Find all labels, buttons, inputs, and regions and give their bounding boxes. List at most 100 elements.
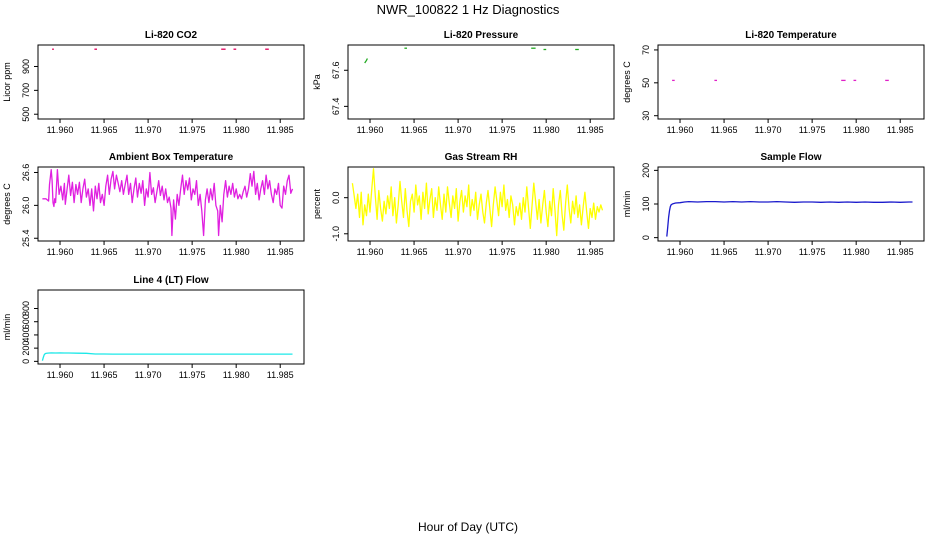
series-line xyxy=(42,169,294,237)
x-tick-label: 11.980 xyxy=(223,247,250,257)
y-axis-label: Licor ppm xyxy=(2,62,12,102)
x-tick-label: 11.970 xyxy=(135,125,162,135)
y-tick-label: 0.0 xyxy=(331,191,341,204)
plot-frame xyxy=(37,44,305,120)
x-tick-label: 11.960 xyxy=(667,125,694,135)
plot-frame xyxy=(37,289,305,365)
x-tick-label: 11.975 xyxy=(179,247,206,257)
x-tick-label: 11.980 xyxy=(843,125,870,135)
x-tick-label: 11.960 xyxy=(47,247,74,257)
x-tick-label: 11.985 xyxy=(267,370,294,380)
data-segment xyxy=(364,58,368,64)
panels: Li-820 CO2 Licor ppm 11.960 11.965 11.970 11.… xyxy=(2,30,925,380)
y-tick-label: 70 xyxy=(641,45,651,55)
plot-frame xyxy=(347,166,615,242)
y-tick-label: 700 xyxy=(21,83,31,98)
y-tick-label: 100 xyxy=(641,196,651,211)
series-line xyxy=(41,352,293,361)
x-tick-label: 11.965 xyxy=(401,247,428,257)
y-tick-label: 50 xyxy=(641,78,651,88)
x-tick-label: 11.960 xyxy=(357,247,384,257)
x-tick-label: 11.965 xyxy=(91,125,118,135)
y-axis-label: ml/min xyxy=(2,314,12,341)
x-tick-label: 11.980 xyxy=(223,125,250,135)
x-tick-label: 11.980 xyxy=(533,247,560,257)
y-tick-label: 25.4 xyxy=(21,229,31,247)
panel-title: Line 4 (LT) Flow xyxy=(133,275,209,286)
x-tick-label: 11.970 xyxy=(755,247,782,257)
x-tick-label: 11.970 xyxy=(445,125,472,135)
y-tick-label: 67.4 xyxy=(331,98,341,116)
x-tick-label: 11.960 xyxy=(357,125,384,135)
panel-title: Gas Stream RH xyxy=(445,152,518,163)
figure-xlabel: Hour of Day (UTC) xyxy=(418,520,518,534)
x-tick-label: 11.975 xyxy=(799,247,826,257)
x-tick-label: 11.970 xyxy=(135,247,162,257)
chart-panel: Line 4 (LT) Flow ml/min 11.960 11.965 11.970… xyxy=(2,275,305,380)
chart-panel: Li-820 CO2 Licor ppm 11.960 11.965 11.970 11.… xyxy=(2,30,305,135)
x-tick-label: 11.985 xyxy=(577,247,604,257)
panel-title: Li-820 CO2 xyxy=(145,30,198,41)
x-tick-label: 11.975 xyxy=(179,125,206,135)
chart-panel: Li-820 Temperature degrees C 11.960 11.965 1… xyxy=(622,30,925,135)
y-axis-label: degrees C xyxy=(622,61,632,103)
y-axis-label: percent xyxy=(312,188,322,219)
y-axis-label: ml/min xyxy=(622,191,632,218)
x-tick-label: 11.975 xyxy=(489,247,516,257)
x-tick-label: 11.985 xyxy=(887,247,914,257)
x-tick-label: 11.960 xyxy=(47,125,74,135)
x-tick-label: 11.960 xyxy=(47,370,74,380)
y-tick-label: 800 xyxy=(21,301,31,316)
y-tick-label: 200 xyxy=(21,341,31,356)
y-tick-label: 500 xyxy=(21,107,31,122)
x-tick-label: 11.975 xyxy=(489,125,516,135)
x-tick-label: 11.965 xyxy=(91,370,118,380)
y-tick-label: 67.6 xyxy=(331,62,341,80)
figure-title: NWR_100822 1 Hz Diagnostics xyxy=(377,2,560,17)
y-tick-label: 0 xyxy=(21,359,31,364)
y-axis-label: kPa xyxy=(312,74,322,90)
y-tick-label: 200 xyxy=(641,163,651,178)
x-tick-label: 11.970 xyxy=(445,247,472,257)
x-tick-label: 11.960 xyxy=(667,247,694,257)
x-tick-label: 11.985 xyxy=(267,125,294,135)
plot-frame xyxy=(657,166,925,242)
y-tick-label: 30 xyxy=(641,111,651,121)
panel-title: Li-820 Pressure xyxy=(444,30,519,41)
x-tick-label: 11.980 xyxy=(843,247,870,257)
y-tick-label: 400 xyxy=(21,327,31,342)
panel-title: Ambient Box Temperature xyxy=(109,152,234,163)
panel-title: Li-820 Temperature xyxy=(745,30,837,41)
x-tick-label: 11.980 xyxy=(533,125,560,135)
y-tick-label: 900 xyxy=(21,59,31,74)
x-tick-label: 11.975 xyxy=(179,370,206,380)
x-tick-label: 11.985 xyxy=(267,247,294,257)
plot-frame xyxy=(657,44,925,120)
y-tick-label: 0 xyxy=(641,235,651,240)
plot-frame xyxy=(37,166,305,242)
x-tick-label: 11.965 xyxy=(401,125,428,135)
series-line xyxy=(351,168,604,237)
y-tick-label: 600 xyxy=(21,314,31,329)
y-axis-label: degrees C xyxy=(2,183,12,225)
y-tick-label: 26.6 xyxy=(21,164,31,182)
x-tick-label: 11.970 xyxy=(135,370,162,380)
panel-title: Sample Flow xyxy=(760,152,821,163)
series-line xyxy=(666,200,913,237)
chart-panel: Sample Flow ml/min 11.960 11.965 11.970 11.97… xyxy=(622,152,925,257)
chart-panel: Gas Stream RH percent 11.960 11.965 11.970 11… xyxy=(312,152,615,257)
y-tick-label: 26.0 xyxy=(21,197,31,215)
plot-frame xyxy=(347,44,615,120)
x-tick-label: 11.965 xyxy=(711,247,738,257)
x-tick-label: 11.975 xyxy=(799,125,826,135)
x-tick-label: 11.985 xyxy=(577,125,604,135)
x-tick-label: 11.970 xyxy=(755,125,782,135)
y-tick-label: -1.0 xyxy=(331,226,341,242)
x-tick-label: 11.965 xyxy=(711,125,738,135)
x-tick-label: 11.965 xyxy=(91,247,118,257)
x-tick-label: 11.985 xyxy=(887,125,914,135)
chart-panel: Li-820 Pressure kPa 11.960 11.965 11.970 11.9… xyxy=(312,30,615,135)
x-tick-label: 11.980 xyxy=(223,370,250,380)
chart-panel: Ambient Box Temperature degrees C 11.960 11… xyxy=(2,152,305,257)
